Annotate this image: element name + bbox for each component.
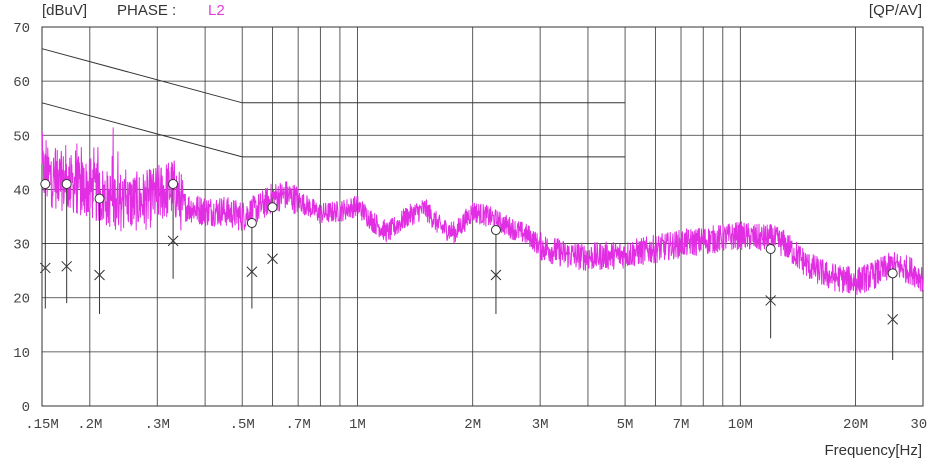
av-marker-stroke: [39, 262, 51, 274]
av-marker-stroke: [765, 295, 776, 306]
limit-lines: [41, 48, 626, 158]
marker-layer: [39, 179, 899, 360]
phase-value: L2: [208, 2, 225, 19]
y-axis: 0 10 20 30 40 50 60 70: [13, 21, 30, 416]
av-marker: [61, 260, 73, 272]
x-axis-title: Frequency[Hz]: [824, 442, 922, 459]
qp-marker: [246, 217, 257, 228]
y-tick-label: 70: [13, 21, 30, 37]
x-tick-label: 20M: [843, 417, 868, 433]
x-tick-label: .15M: [25, 417, 59, 433]
series-line: [41, 127, 924, 295]
av-marker-stroke: [887, 314, 899, 325]
av-marker-stroke: [490, 269, 502, 281]
x-tick-label: 3M: [532, 417, 549, 433]
x-tick-label: .3M: [145, 417, 170, 433]
x-axis: .15M .2M .3M .5M .7M 1M 2M 3M 5M 7M 10M 20M 30M: [25, 417, 928, 433]
av-marker: [39, 262, 51, 274]
limit-line-av: [41, 102, 626, 158]
x-tick-label: .7M: [286, 417, 311, 433]
qp-marker: [267, 202, 278, 213]
x-tick-label: .5M: [230, 417, 255, 433]
av-marker-stroke: [94, 269, 105, 281]
phase-label: PHASE :: [117, 2, 177, 19]
av-marker-stroke: [167, 235, 179, 247]
x-tick-label: 30M: [910, 417, 928, 433]
x-tick-label: 7M: [673, 417, 690, 433]
unit-label: [dBuV]: [42, 2, 88, 19]
x-tick-label: 2M: [464, 417, 481, 433]
y-tick-label: 30: [13, 238, 30, 254]
av-marker: [887, 314, 899, 325]
y-tick-label: 50: [13, 129, 30, 145]
mode-label: [QP/AV]: [868, 2, 922, 19]
av-marker-stroke: [267, 253, 278, 265]
x-tick-label: 5M: [617, 417, 634, 433]
av-marker: [167, 235, 179, 247]
av-marker: [246, 266, 258, 278]
qp-marker: [40, 179, 51, 190]
y-tick-label: 10: [13, 346, 30, 362]
y-tick-label: 60: [13, 75, 30, 91]
qp-marker: [887, 268, 898, 279]
trace-layer: [41, 127, 924, 295]
av-marker: [490, 269, 502, 281]
qp-marker: [765, 243, 776, 254]
av-marker-stroke: [246, 266, 258, 278]
qp-marker: [94, 193, 105, 204]
x-tick-label: .2M: [77, 417, 102, 433]
x-tick-label: 10M: [728, 417, 753, 433]
av-marker: [267, 253, 278, 265]
limit-line-qp: [41, 48, 626, 104]
qp-marker: [168, 179, 179, 190]
av-marker-stroke: [61, 260, 73, 272]
y-tick-label: 20: [13, 292, 30, 308]
qp-marker: [61, 179, 72, 190]
av-marker: [765, 295, 776, 306]
x-tick-label: 1M: [349, 417, 366, 433]
qp-marker: [490, 225, 501, 236]
y-tick-label: 40: [13, 183, 30, 199]
av-marker: [94, 269, 105, 281]
y-tick-label: 0: [22, 400, 30, 416]
